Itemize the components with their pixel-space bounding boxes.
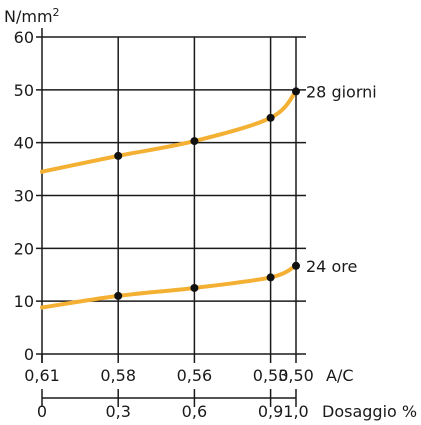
data-point	[292, 87, 300, 96]
x-dosage-tick-label: 0,6	[182, 402, 207, 421]
x-dosage-axis-label: Dosaggio %	[322, 402, 417, 421]
tick-labels: 0 10 20 30 40 50 60 0,61 0,58 0,56 0,530,50 0 0,3 0,6…	[14, 28, 314, 421]
series-label: 24 ore	[306, 257, 357, 276]
y-tick-label: 30	[14, 187, 34, 206]
data-point	[266, 113, 275, 122]
y-tick-label: 10	[14, 292, 34, 311]
data-point	[190, 137, 199, 146]
x-dosage-tick-label: 0,3	[105, 402, 130, 421]
x-ac-axis-label: A/C	[326, 366, 354, 385]
series-label: 28 giorni	[306, 82, 377, 101]
x-dosage-tick-label: 0	[37, 402, 47, 421]
x-ac-tick-label: 0,50	[278, 366, 314, 385]
y-tick-label: 60	[14, 28, 34, 47]
data-point	[190, 283, 199, 292]
data-point	[114, 291, 123, 300]
y-unit-label: N/mm2	[4, 6, 60, 26]
grid-lines	[36, 36, 306, 355]
axes	[41, 28, 297, 407]
y-tick-label: 40	[14, 134, 34, 153]
x-ac-tick-label: 0,53	[253, 366, 289, 385]
series-lines	[40, 89, 298, 310]
series-line	[40, 89, 298, 174]
x-ac-tick-label: 0,61	[24, 366, 60, 385]
y-tick-label: 20	[14, 239, 34, 258]
data-point	[114, 151, 123, 160]
data-point	[292, 261, 300, 270]
x-ac-tick-label: 0,58	[100, 366, 136, 385]
data-point	[266, 273, 275, 282]
x-dosage-tick-label: 1,0	[283, 402, 308, 421]
y-tick-label: 50	[14, 81, 34, 100]
y-tick-label: 0	[24, 345, 34, 364]
x-dosage-tick-label: 0,9	[258, 402, 283, 421]
data-points	[114, 87, 300, 300]
x-ac-tick-label: 0,56	[177, 366, 213, 385]
series-labels: 28 giorni 24 ore	[306, 82, 377, 275]
